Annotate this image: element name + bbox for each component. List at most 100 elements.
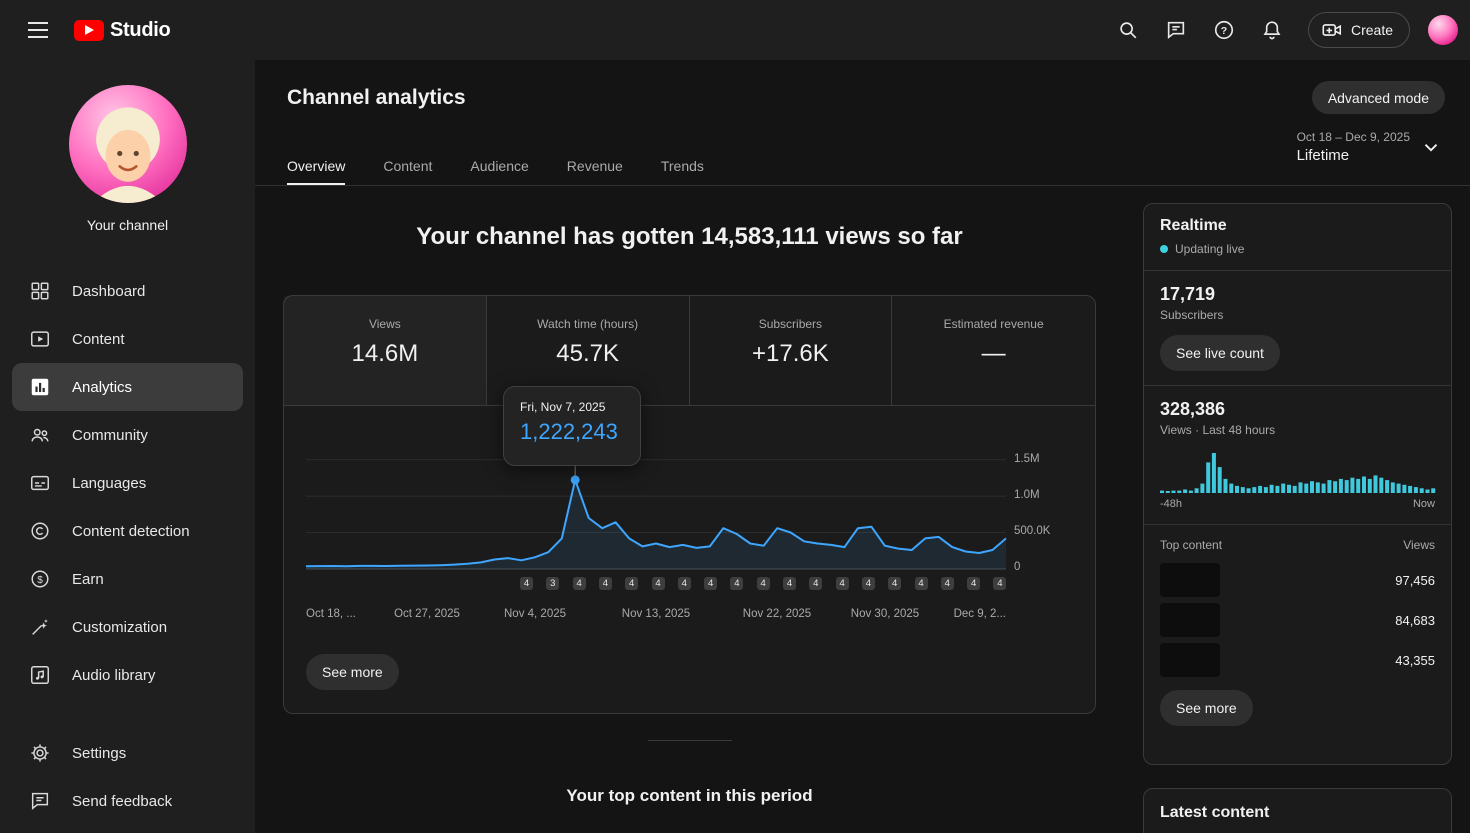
content-icon [28,327,52,351]
gear-icon [28,741,52,765]
sidebar-item-label: Audio library [72,666,156,684]
realtime-top-content-section: Top content Views 97,456 84,683 43,355 S… [1144,524,1451,740]
metric-tabs: Views 14.6M Watch time (hours) 45.7K Sub… [284,296,1095,406]
axis-left-label: -48h [1160,498,1183,510]
main-content: Channel analytics Advanced mode Overview… [255,60,1470,833]
video-marker-badge[interactable]: 4 [520,577,533,590]
x-axis-tick: Nov 22, 2025 [742,608,812,620]
realtime-views-label: Views · Last 48 hours [1160,423,1276,437]
y-axis-tick: 1.0M [1014,489,1040,501]
sidebar-item-label: Community [72,426,148,444]
channel-label: Your channel [86,217,169,233]
realtime-see-more-button[interactable]: See more [1160,690,1253,726]
sidebar-item-content[interactable]: Content [12,315,243,363]
page-title: Channel analytics [287,86,466,109]
video-marker-badge[interactable]: 3 [546,577,560,590]
axis-right-label: Now [1412,498,1435,510]
video-marker-badge[interactable]: 4 [625,577,639,590]
analytics-overview-card: Views 14.6M Watch time (hours) 45.7K Sub… [283,295,1096,714]
video-marker-badge[interactable]: 4 [704,577,718,590]
video-marker-badge[interactable]: 4 [598,577,612,590]
sidebar-item-languages[interactable]: Languages [12,459,243,507]
sidebar-item-community[interactable]: Community [12,411,243,459]
metric-tab-estimated-revenue[interactable]: Estimated revenue — [943,317,1044,367]
see-more-button[interactable]: See more [306,654,399,690]
video-marker-badge[interactable]: 4 [572,577,586,590]
video-marker-badge[interactable]: 4 [861,577,875,590]
top-content-header: Top content Views [1160,538,1435,552]
views-line-chart[interactable] [305,394,1007,570]
y-axis-tick: 0 [1014,561,1021,573]
video-marker-badge[interactable]: 4 [888,577,902,590]
tab-content[interactable]: Content [383,157,433,174]
video-marker-badge[interactable]: 4 [993,577,1007,590]
video-views: 43,355 [1395,652,1435,668]
realtime-header: Realtime Updating live [1144,204,1451,270]
sidebar-item-label: Send feedback [72,792,173,810]
brand-name: Studio [110,18,171,41]
video-thumbnail [1160,643,1220,677]
video-marker-badge[interactable]: 4 [651,577,665,590]
sidebar-item-label: Content [72,330,125,348]
realtime-bar-chart[interactable] [1160,451,1437,493]
channel-header: Your channel [0,60,255,233]
video-marker-badge[interactable]: 4 [914,577,928,590]
topbar: Studio ? Create [0,0,1470,60]
create-button[interactable]: Create [1307,12,1410,48]
metric-tab-watch-time[interactable]: Watch time (hours) 45.7K [487,296,690,405]
x-axis-tick: Nov 4, 2025 [503,608,567,620]
tab-overview[interactable]: Overview [287,145,346,186]
date-range-selector[interactable]: Oct 18 – Dec 9, 2025 Lifetime [1297,130,1442,164]
dashboard-icon [28,279,52,303]
youtube-studio-logo[interactable]: Studio [74,18,171,42]
sidebar-item-send-feedback[interactable]: Send feedback [12,777,243,825]
metric-tab-subscribers[interactable]: Subscribers +17.6K [690,296,893,405]
top-content-row[interactable]: 43,355 [1160,640,1435,680]
sidebar-item-label: Settings [72,744,127,762]
sidebar-item-audio-library[interactable]: Audio library [12,651,243,699]
live-dot-icon [1160,245,1168,253]
latest-content-panel: Latest content [1143,788,1452,833]
sidebar-item-analytics[interactable]: Analytics [12,363,243,411]
video-marker-badge[interactable]: 4 [940,577,954,590]
realtime-panel: Realtime Updating live 17,719 Subscriber… [1143,203,1452,765]
sidebar-item-dashboard[interactable]: Dashboard [12,267,243,315]
views-column-label: Views [1403,538,1435,552]
video-marker-badge[interactable]: 4 [967,577,981,590]
latest-content-title: Latest content [1160,804,1270,821]
search-icon[interactable] [1108,10,1148,50]
sidebar-item-label: Analytics [72,378,133,396]
top-content-row[interactable]: 97,456 [1160,560,1435,600]
help-icon[interactable]: ? [1204,10,1244,50]
svg-text:?: ? [1221,25,1227,37]
x-axis-tick: Nov 13, 2025 [621,608,691,620]
x-axis-tick: Dec 9, 2... [953,608,1006,620]
video-marker-badge[interactable]: 4 [730,577,744,590]
feedback-icon[interactable] [1156,10,1196,50]
tab-revenue[interactable]: Revenue [566,157,623,174]
y-axis-tick: 1.5M [1014,453,1040,465]
video-marker-badge[interactable]: 4 [677,577,691,590]
metric-tab-views[interactable]: Views 14.6M [284,296,487,405]
tab-trends[interactable]: Trends [660,157,704,174]
sidebar-item-earn[interactable]: $ Earn [12,555,243,603]
video-marker-badge[interactable]: 4 [835,577,849,590]
see-live-count-button[interactable]: See live count [1160,335,1280,371]
sidebar-item-settings[interactable]: Settings [12,729,243,777]
channel-avatar[interactable] [68,85,187,203]
menu-icon[interactable] [24,16,52,44]
video-marker-badge[interactable]: 4 [809,577,823,590]
sidebar-item-content-detection[interactable]: Content detection [12,507,243,555]
updating-live-label: Updating live [1175,242,1245,256]
realtime-axis: -48h Now [1160,498,1435,510]
video-marker-badge[interactable]: 4 [756,577,770,590]
top-content-row[interactable]: 84,683 [1160,600,1435,640]
account-avatar[interactable] [1428,15,1458,45]
video-marker-badge[interactable]: 4 [783,577,796,590]
advanced-mode-button[interactable]: Advanced mode [1311,81,1445,114]
sidebar-item-customization[interactable]: Customization [12,603,243,651]
topbar-actions: ? Create [1108,0,1458,60]
notifications-icon[interactable] [1252,10,1292,50]
video-thumbnail [1160,563,1220,597]
tab-audience[interactable]: Audience [470,157,529,174]
